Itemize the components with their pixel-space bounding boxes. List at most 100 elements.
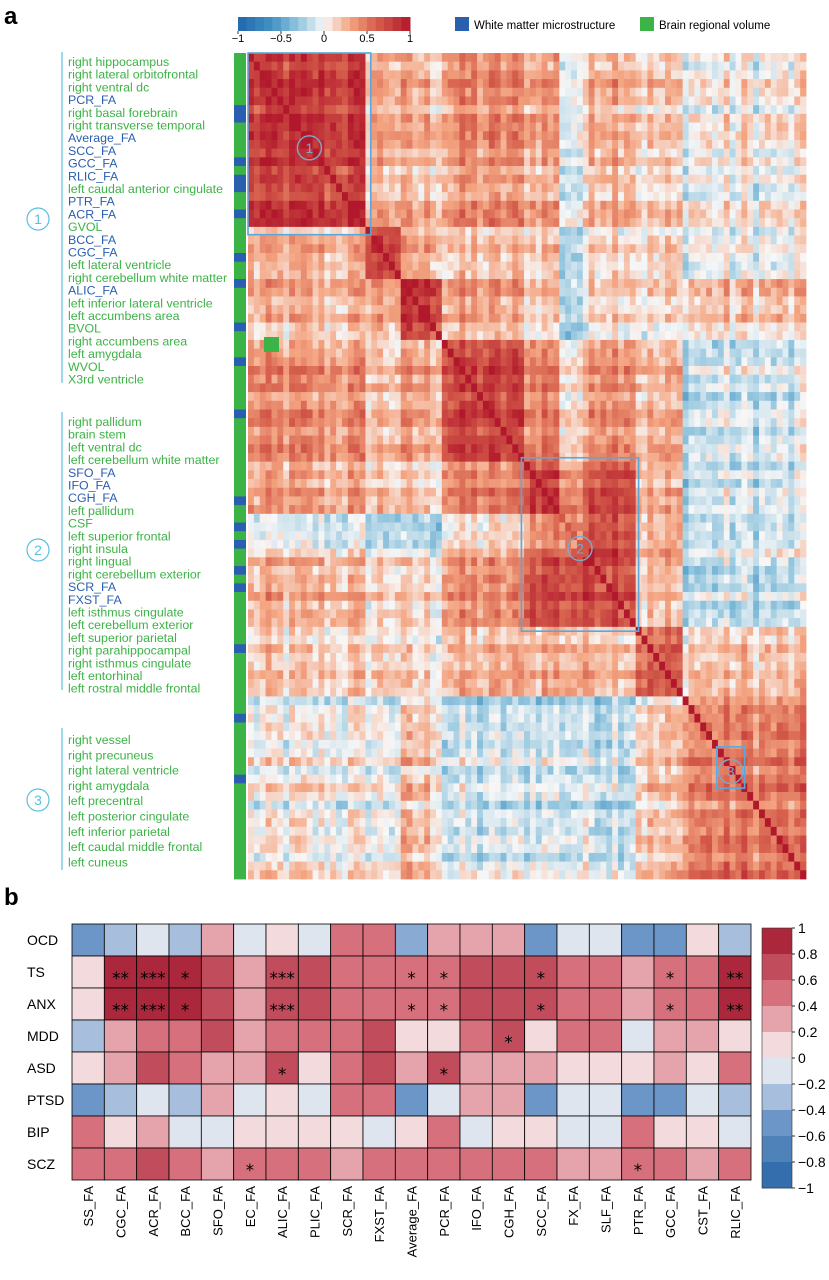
heatmap-cell bbox=[277, 192, 284, 202]
heatmap-cell bbox=[412, 53, 419, 63]
heatmap-cell bbox=[747, 496, 754, 506]
heatmap-cell bbox=[559, 461, 566, 471]
heatmap-cell bbox=[524, 487, 531, 497]
colorbar-tick-label: 0.5 bbox=[359, 33, 374, 45]
heatmap-cell bbox=[377, 226, 384, 236]
heatmap-cell bbox=[259, 331, 267, 341]
heatmap-cell bbox=[336, 426, 343, 436]
heatmap-cell bbox=[494, 87, 501, 97]
heatmap-cell bbox=[471, 270, 478, 280]
heatmap-cell bbox=[665, 157, 672, 167]
heatmap-cell bbox=[676, 166, 684, 176]
heatmap-cell bbox=[394, 313, 402, 323]
heatmap-cell bbox=[506, 148, 513, 158]
heatmap-cell bbox=[759, 148, 766, 158]
heatmap-cell bbox=[571, 392, 578, 402]
heatmap-cell bbox=[606, 53, 613, 63]
heatmap-cell bbox=[324, 322, 331, 332]
heatmap-cell bbox=[253, 218, 261, 228]
heatmap-cell bbox=[453, 122, 460, 132]
heatmap-cell bbox=[248, 192, 255, 202]
heatmap-cell bbox=[459, 70, 466, 80]
heatmap-cell bbox=[553, 487, 560, 497]
heatmap-cell bbox=[500, 270, 507, 280]
heatmap-cell bbox=[435, 183, 443, 193]
heatmap-cell bbox=[623, 331, 631, 341]
heatmap-cell bbox=[723, 53, 731, 63]
heatmap-cell bbox=[388, 487, 396, 497]
heatmap-cell bbox=[712, 452, 719, 463]
heatmap-cell bbox=[688, 139, 695, 150]
heatmap-cell bbox=[688, 374, 695, 384]
heatmap-cell bbox=[506, 287, 513, 297]
heatmap-cell bbox=[500, 218, 507, 228]
heatmap-cell bbox=[430, 479, 437, 489]
heatmap-cell bbox=[582, 296, 590, 306]
heatmap-cell bbox=[553, 366, 560, 376]
heatmap-cell bbox=[289, 148, 296, 158]
heatmap-cell bbox=[800, 374, 807, 384]
heatmap-cell bbox=[512, 279, 519, 289]
heatmap-cell bbox=[253, 426, 261, 436]
heatmap-cell bbox=[641, 366, 648, 376]
heatmap-cell bbox=[694, 305, 701, 315]
heatmap-cell bbox=[717, 470, 725, 480]
heatmap-cell bbox=[324, 113, 331, 123]
heatmap-cell bbox=[412, 61, 419, 71]
heatmap-cell bbox=[418, 53, 425, 63]
heatmap-cell bbox=[459, 79, 466, 89]
heatmap-cell bbox=[518, 131, 525, 141]
heatmap-cell bbox=[289, 270, 296, 280]
heatmap-cell bbox=[494, 113, 501, 123]
heatmap-cell bbox=[735, 357, 742, 367]
heatmap-cell bbox=[482, 348, 490, 358]
heatmap-cell bbox=[741, 218, 748, 228]
heatmap-cell bbox=[394, 287, 402, 297]
heatmap-cell bbox=[482, 322, 490, 332]
heatmap-cell bbox=[388, 339, 396, 350]
heatmap-cell bbox=[659, 122, 666, 132]
heatmap-cell bbox=[294, 435, 302, 445]
heatmap-cell bbox=[653, 374, 660, 384]
heatmap-cell bbox=[300, 487, 308, 497]
heatmap-cell bbox=[283, 79, 290, 89]
heatmap-cell bbox=[430, 392, 437, 402]
heatmap-cell bbox=[465, 400, 472, 410]
heatmap-cell bbox=[529, 105, 537, 115]
heatmap-cell bbox=[600, 122, 607, 132]
heatmap-cell bbox=[341, 53, 349, 63]
heatmap-cell bbox=[753, 148, 760, 158]
heatmap-cell bbox=[265, 96, 272, 106]
heatmap-cell bbox=[647, 435, 654, 445]
heatmap-cell bbox=[277, 226, 284, 236]
heatmap-cell bbox=[318, 226, 325, 236]
heatmap-cell bbox=[694, 279, 701, 289]
heatmap-cell bbox=[353, 192, 360, 202]
heatmap-cell bbox=[541, 296, 548, 306]
heatmap-cell bbox=[371, 470, 378, 480]
heatmap-cell bbox=[330, 122, 337, 132]
heatmap-cell bbox=[394, 400, 402, 410]
heatmap-cell bbox=[741, 452, 748, 463]
heatmap-cell bbox=[482, 218, 490, 228]
heatmap-cell bbox=[336, 218, 343, 228]
heatmap-cell bbox=[600, 131, 607, 141]
heatmap-cell bbox=[306, 209, 314, 219]
heatmap-cell bbox=[670, 200, 678, 210]
heatmap-cell bbox=[412, 348, 419, 358]
heatmap-cell bbox=[248, 435, 255, 445]
heatmap-cell bbox=[253, 166, 261, 176]
heatmap-cell bbox=[248, 226, 255, 236]
heatmap-cell bbox=[347, 244, 355, 254]
heatmap-cell bbox=[547, 148, 554, 158]
heatmap-cell bbox=[770, 218, 778, 228]
heatmap-cell bbox=[430, 79, 437, 89]
heatmap-cell bbox=[265, 261, 272, 271]
heatmap-cell bbox=[306, 157, 314, 167]
heatmap-cell bbox=[435, 218, 443, 228]
heatmap-cell bbox=[529, 244, 537, 254]
heatmap-cell bbox=[524, 70, 531, 80]
heatmap-cell bbox=[659, 348, 666, 358]
heatmap-cell bbox=[277, 261, 284, 271]
heatmap-cell bbox=[394, 148, 402, 158]
